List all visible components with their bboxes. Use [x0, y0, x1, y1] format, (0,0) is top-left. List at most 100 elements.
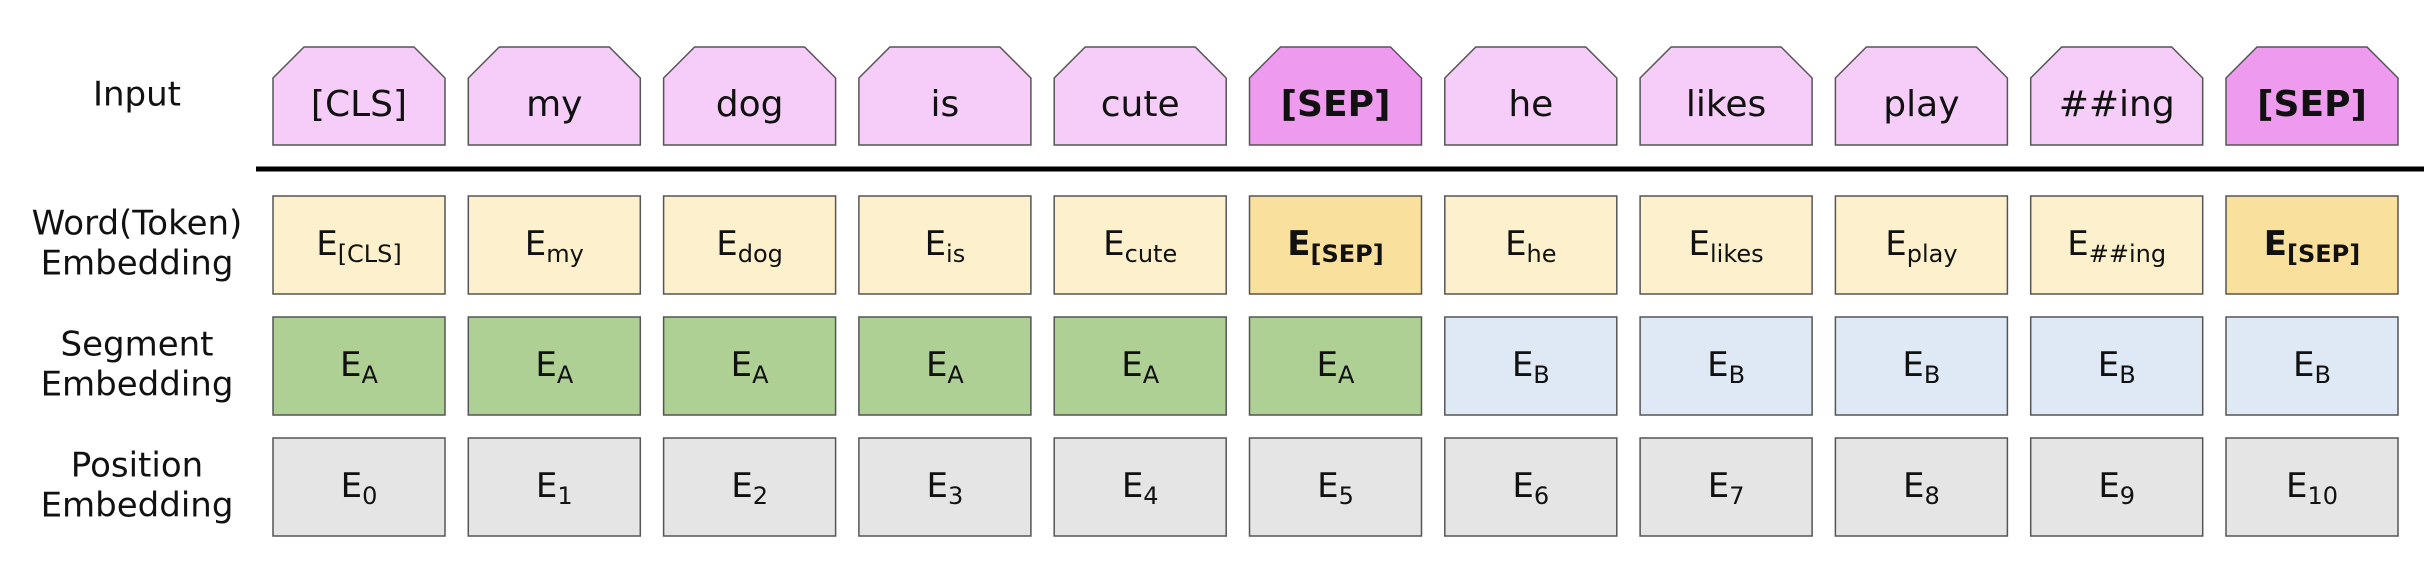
embedding-base: E [1902, 345, 1923, 385]
embedding-box [1053, 195, 1227, 295]
embedding-base: E [731, 466, 752, 506]
token-box [272, 46, 446, 146]
embedding-base: E [1121, 345, 1142, 385]
embedding-box [1639, 195, 1813, 295]
embedding-label: E[SEP] [2264, 224, 2360, 269]
embedding-subscript: he [1527, 240, 1557, 268]
embedding-box [858, 316, 1032, 416]
token-box [2029, 46, 2204, 146]
embedding-subscript: 1 [557, 482, 572, 510]
token-text: cute [1101, 84, 1180, 125]
embedding-label: Ehe [1505, 224, 1556, 269]
embedding-subscript: B [2315, 361, 2331, 389]
embedding-base: E [1103, 224, 1124, 264]
token-text: [CLS] [311, 84, 407, 125]
embedding-label: Eis [925, 224, 966, 269]
embedding-base: E [1317, 466, 1338, 506]
embedding-box [467, 437, 642, 537]
embedding-label: EB [1902, 345, 1940, 390]
embedding-label: E8 [1903, 466, 1940, 511]
embedding-base: E [341, 466, 362, 506]
embedding-base: E [1512, 345, 1533, 385]
embedding-label: Elikes [1689, 224, 1764, 269]
embedding-subscript: B [1729, 361, 1745, 389]
row-label: Word(Token) [32, 204, 243, 244]
embedding-subscript: play [1907, 240, 1958, 268]
token-box [1834, 46, 2009, 146]
embedding-box [858, 437, 1032, 537]
embedding-box [1444, 437, 1618, 537]
embedding-subscript: likes [1710, 240, 1764, 268]
embedding-box [467, 195, 642, 295]
embedding-base: E [2098, 466, 2119, 506]
embedding-base: E [1122, 466, 1143, 506]
embedding-subscript: B [1533, 361, 1549, 389]
embedding-label: E5 [1317, 466, 1354, 511]
embedding-subscript: A [1143, 361, 1160, 389]
embedding-base: E [1512, 466, 1533, 506]
embedding-label: Edog [716, 224, 783, 269]
token-text: is [931, 84, 960, 125]
embedding-base: E [316, 224, 337, 264]
embedding-box [2225, 316, 2399, 416]
token-text: [SEP] [2257, 84, 2367, 125]
embedding-box [272, 316, 446, 416]
embedding-subscript: my [546, 240, 584, 268]
embedding-box [1834, 437, 2009, 537]
embedding-base: E [2098, 345, 2119, 385]
embedding-label: E4 [1122, 466, 1159, 511]
token-text: ##ing [2059, 84, 2175, 125]
embedding-base: E [1689, 224, 1710, 264]
embedding-label: E1 [536, 466, 573, 511]
embedding-label: EA [926, 345, 964, 390]
embedding-label: Emy [525, 224, 584, 269]
embedding-label: E[CLS] [316, 224, 402, 269]
token-text: he [1508, 84, 1553, 125]
embedding-base: E [927, 466, 948, 506]
embedding-label: EA [535, 345, 573, 390]
row-label: Embedding [41, 244, 234, 284]
embedding-label: EB [2293, 345, 2331, 390]
embedding-subscript: 6 [1534, 482, 1549, 510]
token-box [2225, 46, 2399, 146]
embedding-subscript: 4 [1143, 482, 1158, 510]
embedding-subscript: is [946, 240, 965, 268]
embedding-base: E [1885, 224, 1906, 264]
embedding-box [1053, 437, 1227, 537]
token-box [662, 46, 837, 146]
token-text: likes [1686, 84, 1766, 125]
embedding-box [2029, 437, 2204, 537]
embedding-subscript: B [2119, 361, 2135, 389]
embedding-subscript: 5 [1339, 482, 1354, 510]
embedding-label: E9 [2098, 466, 2135, 511]
embedding-base: E [340, 345, 361, 385]
embedding-label: E2 [731, 466, 768, 511]
embedding-box [1248, 437, 1423, 537]
embedding-box [2029, 316, 2204, 416]
token-box [1248, 46, 1423, 146]
token-text: my [526, 84, 582, 125]
embedding-box [2225, 437, 2399, 537]
row-label: Embedding [41, 365, 234, 405]
embedding-subscript: [SEP] [2287, 240, 2360, 268]
embedding-base: E [536, 466, 557, 506]
embedding-subscript: cute [1125, 240, 1178, 268]
embedding-box [467, 316, 642, 416]
embedding-subscript: 3 [948, 482, 963, 510]
embedding-base: E [731, 345, 752, 385]
embedding-subscript: 8 [1925, 482, 1940, 510]
embedding-box [1444, 316, 1618, 416]
embedding-box [1639, 437, 1813, 537]
embedding-label: EB [2098, 345, 2136, 390]
embedding-label: E##ing [2067, 224, 2166, 269]
embedding-label: Ecute [1103, 224, 1177, 269]
embedding-box [2029, 195, 2204, 295]
embedding-base: E [1505, 224, 1526, 264]
embedding-subscript: A [1338, 361, 1355, 389]
embedding-box [662, 316, 837, 416]
embedding-box [1053, 316, 1227, 416]
embedding-label: EB [1707, 345, 1745, 390]
embedding-subscript: ##ing [2089, 240, 2166, 268]
